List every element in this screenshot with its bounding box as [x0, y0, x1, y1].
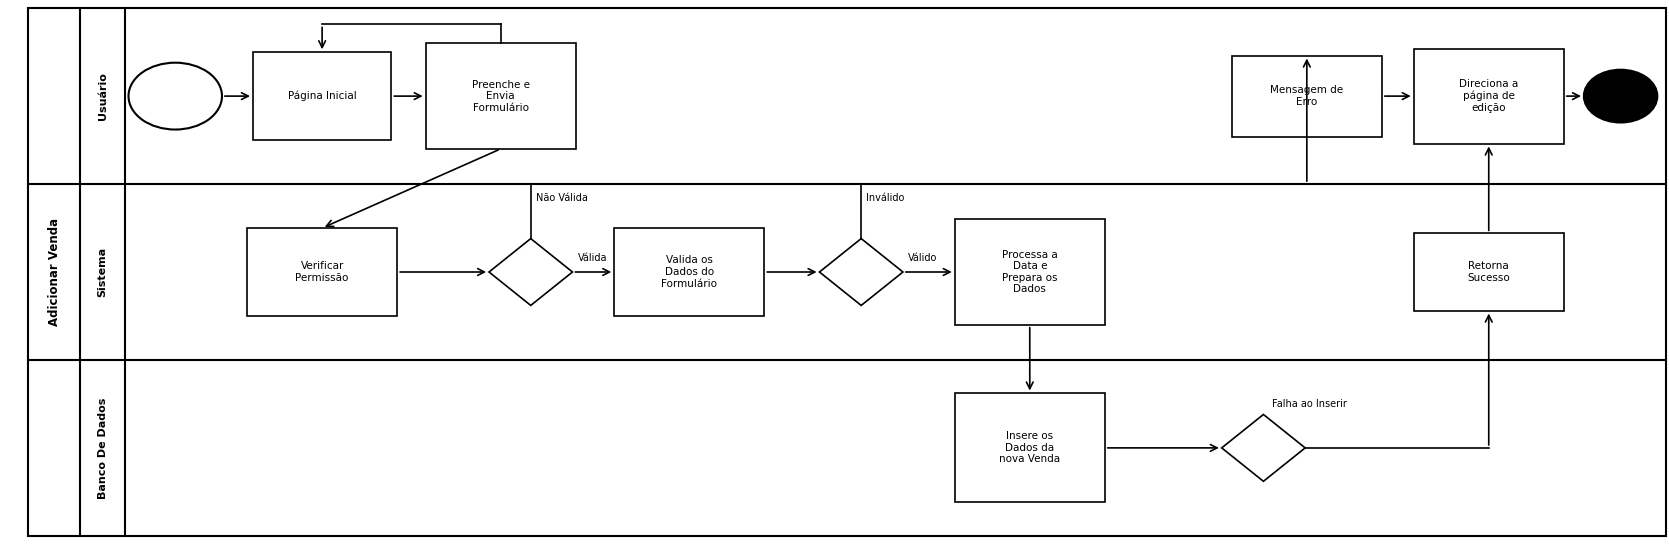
Bar — [955, 219, 1105, 325]
Polygon shape — [819, 239, 903, 305]
Text: Verificar
Permissão: Verificar Permissão — [295, 261, 349, 283]
Text: Direciona a
página de
edição: Direciona a página de edição — [1459, 79, 1519, 113]
Bar — [955, 393, 1105, 503]
Bar — [614, 228, 764, 316]
Text: Retorna
Sucesso: Retorna Sucesso — [1467, 261, 1510, 283]
Ellipse shape — [1584, 70, 1657, 122]
Bar — [1414, 48, 1564, 144]
Bar — [247, 228, 397, 316]
Text: Inválido: Inválido — [866, 193, 905, 203]
Text: Usuário: Usuário — [98, 72, 107, 120]
Polygon shape — [489, 239, 572, 305]
Text: Processa a
Data e
Prepara os
Dados: Processa a Data e Prepara os Dados — [1001, 250, 1058, 294]
Text: Valida os
Dados do
Formulário: Valida os Dados do Formulário — [661, 255, 718, 289]
Text: Banco De Dados: Banco De Dados — [98, 397, 107, 499]
Text: Sistema: Sistema — [98, 247, 107, 297]
Text: Válida: Válida — [577, 254, 608, 263]
Text: Falha ao Inserir: Falha ao Inserir — [1272, 399, 1347, 409]
Text: Válido: Válido — [908, 254, 938, 263]
Text: Página Inicial: Página Inicial — [287, 91, 357, 101]
Text: Insere os
Dados da
nova Venda: Insere os Dados da nova Venda — [1000, 431, 1060, 465]
Ellipse shape — [129, 63, 222, 129]
Bar — [1232, 55, 1382, 137]
Text: Adicionar Venda: Adicionar Venda — [48, 218, 60, 326]
Text: Preenche e
Envia
Formulário: Preenche e Envia Formulário — [472, 79, 529, 113]
Bar — [426, 44, 576, 149]
Bar — [254, 52, 391, 140]
Polygon shape — [1222, 415, 1305, 481]
Text: Não Válida: Não Válida — [536, 193, 587, 203]
Text: Mensagem de
Erro: Mensagem de Erro — [1270, 85, 1344, 107]
Bar — [1414, 233, 1564, 311]
